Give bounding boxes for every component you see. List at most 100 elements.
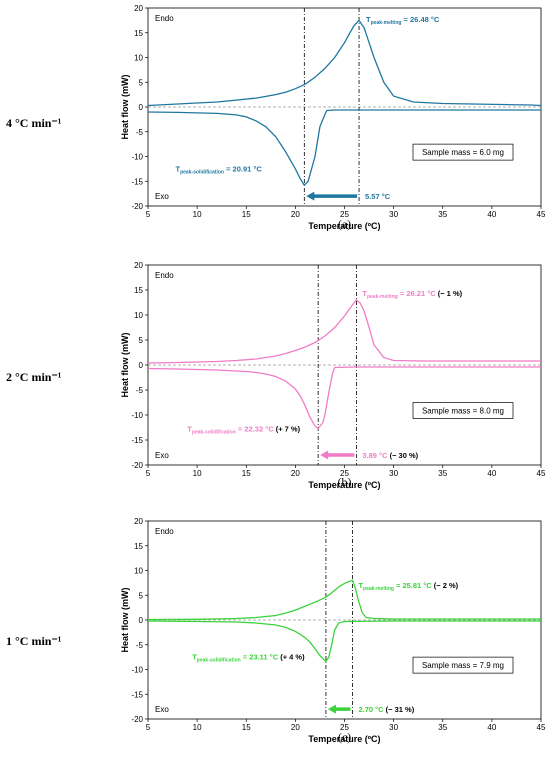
x-axis-label: Temperature (ºC) <box>308 480 380 490</box>
exo-label: Exo <box>155 705 169 714</box>
x-tick-label: 30 <box>389 723 398 732</box>
x-tick-label: 40 <box>487 210 496 219</box>
x-tick-label: 5 <box>146 723 151 732</box>
heating-curve <box>147 19 542 107</box>
exo-label: Exo <box>155 192 169 201</box>
heating-curve <box>147 299 541 364</box>
x-tick-label: 10 <box>193 723 202 732</box>
y-tick-label: 5 <box>139 78 144 87</box>
exo-label: Exo <box>155 451 169 460</box>
delta-value: 2.70 °C <box>358 705 384 714</box>
solidification-annotation: Tpeak-solidification = 20.91 °C <box>176 164 263 175</box>
solidification-change: (+ 7 %) <box>274 425 301 434</box>
cooling-curve <box>147 109 541 187</box>
y-tick-label: -15 <box>131 436 143 445</box>
delta-label: 2.70 °C (− 31 %) <box>358 705 414 714</box>
y-tick-label: 5 <box>139 336 144 345</box>
heating-curve <box>147 579 541 621</box>
x-tick-label: 40 <box>487 469 496 478</box>
endo-label: Endo <box>155 527 174 536</box>
solidification-symbol: T <box>187 425 192 434</box>
x-tick-label: 30 <box>389 210 398 219</box>
melting-annotation: Tpeak-melting = 26.21 °C (− 1 %) <box>362 289 462 300</box>
x-tick-label: 5 <box>146 210 151 219</box>
delta-label: 3.89 °C (− 30 %) <box>362 451 418 460</box>
x-tick-label: 40 <box>487 723 496 732</box>
x-tick-label: 10 <box>193 210 202 219</box>
y-tick-label: -20 <box>131 202 143 211</box>
y-tick-label: -5 <box>136 128 144 137</box>
y-tick-label: 20 <box>134 517 143 526</box>
y-tick-label: -20 <box>131 715 143 724</box>
delta-value: 3.89 °C <box>362 451 388 460</box>
y-tick-label: 20 <box>134 4 143 13</box>
sample-mass-box <box>412 656 514 674</box>
y-tick-label: -10 <box>131 411 143 420</box>
solidification-value: = 20.91 °C <box>224 164 262 173</box>
y-tick-label: 20 <box>134 261 143 270</box>
y-tick-label: 5 <box>139 591 144 600</box>
melting-subscript: peak-melting <box>367 294 398 300</box>
melting-symbol: T <box>358 581 363 590</box>
delta-change: (− 30 %) <box>387 451 418 460</box>
y-axis-label: Heat flow (mW) <box>120 588 130 653</box>
y-tick-label: 10 <box>134 311 143 320</box>
panel-caption: (b) <box>338 475 352 489</box>
y-tick-label: -15 <box>131 177 143 186</box>
x-tick-label: 25 <box>340 210 349 219</box>
solidification-value: = 23.11 °C <box>241 653 279 662</box>
y-tick-label: -20 <box>131 461 143 470</box>
sample-mass-box <box>412 402 514 419</box>
x-tick-label: 25 <box>340 723 349 732</box>
y-tick-label: 10 <box>134 567 143 576</box>
solidification-symbol: T <box>192 653 197 662</box>
x-tick-label: 35 <box>438 723 447 732</box>
delta-arrow-head <box>327 704 336 714</box>
delta-label: 5.57 °C <box>365 192 391 201</box>
panel-caption: (c) <box>338 730 351 744</box>
solidification-annotation: Tpeak-solidification = 22.32 °C (+ 7 %) <box>187 425 300 436</box>
melting-subscript: peak-melting <box>363 586 394 592</box>
melting-annotation: Tpeak-melting = 26.48 °C <box>366 15 440 26</box>
solidification-change: (+ 4 %) <box>278 653 305 662</box>
rate-label: 1 °C min⁻¹ <box>6 634 62 648</box>
chart-panel-0: 4 °C min⁻¹ (a) 5 10 15 20 25 30 35 40 45 -20 -15 -10 -… <box>6 4 546 231</box>
solidification-value: = 22.32 °C <box>236 425 274 434</box>
endo-label: Endo <box>155 14 174 23</box>
melting-subscript: peak-melting <box>371 20 402 26</box>
x-tick-label: 35 <box>438 210 447 219</box>
delta-arrow-head <box>306 191 315 201</box>
sample-mass-box <box>412 143 514 161</box>
x-tick-label: 30 <box>389 469 398 478</box>
melting-value: = 26.48 °C <box>401 15 439 24</box>
y-tick-label: -15 <box>131 690 143 699</box>
sample-mass-label: Sample mass = 7.9 mg <box>422 661 504 670</box>
solidification-symbol: T <box>176 164 181 173</box>
x-axis-label: Temperature (ºC) <box>308 221 380 231</box>
rate-label: 4 °C min⁻¹ <box>6 116 62 130</box>
solidification-annotation: Tpeak-solidification = 23.11 °C (+ 4 %) <box>192 653 305 664</box>
solidification-subscript: peak-solidification <box>180 169 224 175</box>
solidification-subscript: peak-solidification <box>197 658 241 664</box>
melting-annotation: Tpeak-melting = 25.81 °C (− 2 %) <box>358 581 458 592</box>
y-tick-label: 15 <box>134 286 143 295</box>
melting-value: = 26.21 °C <box>398 289 436 298</box>
y-tick-label: 0 <box>139 103 144 112</box>
x-tick-label: 15 <box>242 210 251 219</box>
y-tick-label: -10 <box>131 666 143 675</box>
y-axis-label: Heat flow (mW) <box>120 333 130 398</box>
melting-symbol: T <box>362 289 367 298</box>
x-tick-label: 45 <box>537 210 546 219</box>
x-tick-label: 20 <box>291 210 300 219</box>
sample-mass-label: Sample mass = 8.0 mg <box>422 407 504 416</box>
y-tick-label: 0 <box>139 361 144 370</box>
x-tick-label: 5 <box>146 469 151 478</box>
melting-change: (− 2 %) <box>432 581 459 590</box>
x-tick-label: 45 <box>537 469 546 478</box>
sample-mass-label: Sample mass = 6.0 mg <box>422 148 504 157</box>
x-tick-label: 20 <box>291 723 300 732</box>
delta-value: 5.57 °C <box>365 192 391 201</box>
y-tick-label: 0 <box>139 616 144 625</box>
delta-arrow-head <box>320 450 329 460</box>
x-tick-label: 15 <box>242 469 251 478</box>
